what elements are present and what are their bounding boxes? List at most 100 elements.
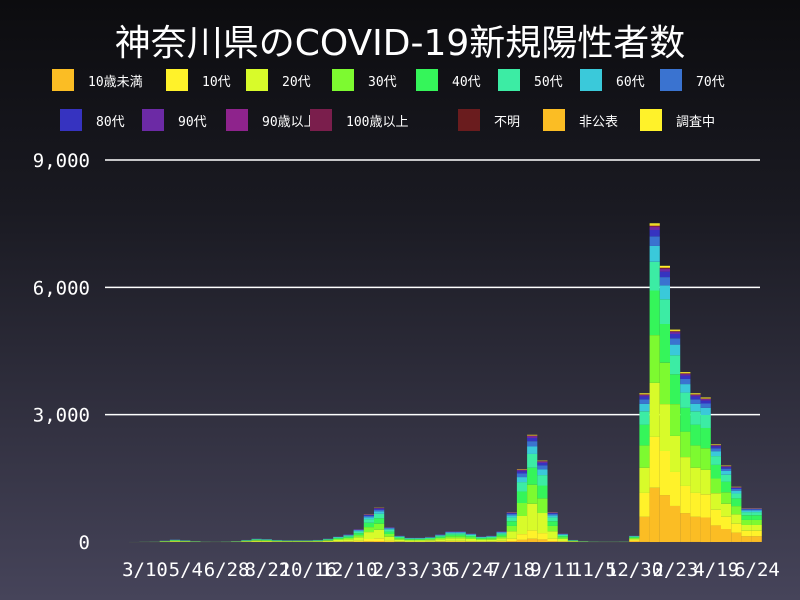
bar-segment bbox=[455, 536, 466, 539]
legend-label: 調査中 bbox=[676, 114, 716, 130]
bar-segment bbox=[680, 407, 691, 432]
bar-segment bbox=[384, 540, 395, 542]
legend-item: 40代 bbox=[416, 69, 481, 91]
bar-segment bbox=[690, 399, 701, 404]
bar-segment bbox=[353, 537, 364, 541]
bar-segment bbox=[363, 519, 374, 523]
bar-segment bbox=[690, 393, 701, 395]
bar-segment bbox=[384, 534, 395, 537]
bar-segment bbox=[649, 224, 660, 226]
bar-segment bbox=[516, 477, 528, 483]
bar-segment bbox=[721, 470, 732, 475]
bar-segment bbox=[527, 436, 538, 438]
bar-segment bbox=[363, 532, 374, 539]
bar-segment bbox=[751, 515, 762, 520]
bar-segment bbox=[741, 519, 752, 525]
chart-title: 神奈川県のCOVID-19新規陽性者数 bbox=[114, 23, 686, 64]
legend-label: 不明 bbox=[494, 114, 521, 130]
bar-segment bbox=[649, 335, 660, 383]
bar-segment bbox=[567, 541, 579, 542]
bar-segment bbox=[659, 299, 670, 325]
bar-segment bbox=[690, 396, 701, 400]
legend-label: 70代 bbox=[696, 74, 725, 90]
bar-segment bbox=[690, 424, 701, 446]
legend-swatch bbox=[166, 69, 188, 91]
bar-segment bbox=[425, 538, 436, 540]
bar-segment bbox=[731, 493, 742, 499]
x-tick-label: 12/10 bbox=[320, 559, 377, 581]
bar-segment bbox=[639, 396, 650, 400]
bar-segment bbox=[527, 438, 538, 442]
bar-segment bbox=[690, 467, 701, 493]
bar-segment bbox=[374, 509, 385, 512]
bar-segment bbox=[261, 540, 272, 541]
bar-segment bbox=[700, 428, 711, 449]
bar-segment bbox=[639, 399, 650, 404]
legend-item: 90代 bbox=[142, 109, 207, 131]
bar-segment bbox=[690, 403, 701, 412]
bar-segment bbox=[323, 540, 334, 542]
bar-segment bbox=[333, 538, 344, 539]
bar-segment bbox=[690, 516, 701, 542]
bar-segment bbox=[537, 475, 548, 486]
bar-segment bbox=[649, 290, 660, 336]
bar-segment bbox=[527, 441, 538, 447]
bar-segment bbox=[486, 541, 497, 542]
bar-segment bbox=[241, 541, 252, 542]
x-tick-label: 5/4 bbox=[169, 559, 203, 581]
bar-segment bbox=[731, 506, 742, 515]
bar-segment bbox=[639, 467, 650, 493]
bar-segment bbox=[721, 467, 732, 469]
bar-segment bbox=[527, 484, 538, 504]
bar-segment bbox=[404, 539, 415, 540]
bar-segment bbox=[394, 541, 405, 542]
bar-segment bbox=[700, 407, 711, 416]
bar-segment bbox=[486, 536, 497, 538]
bar-segment bbox=[537, 513, 548, 534]
bar-segment bbox=[680, 374, 691, 376]
bar-segment bbox=[659, 267, 670, 269]
bar-segment bbox=[476, 538, 487, 539]
bar-segment bbox=[710, 493, 721, 510]
bar-segment bbox=[353, 535, 364, 538]
bar-segment bbox=[384, 528, 395, 530]
bar-segment bbox=[700, 448, 711, 470]
bar-segment bbox=[404, 538, 415, 540]
bar-segment bbox=[670, 472, 681, 506]
bar-segment bbox=[547, 541, 558, 542]
bar-segment bbox=[353, 529, 364, 531]
bar-segment bbox=[374, 508, 385, 510]
bar-segment bbox=[455, 531, 466, 533]
bar-segment bbox=[741, 512, 752, 516]
bar-segment bbox=[700, 399, 711, 401]
bar-segment bbox=[680, 373, 691, 375]
bar-segment bbox=[537, 539, 548, 543]
x-tick-label: 4/19 bbox=[693, 559, 739, 581]
bar-segment bbox=[476, 539, 487, 540]
bar-segment bbox=[639, 493, 650, 517]
legend-label: 20代 bbox=[282, 74, 311, 90]
bar-segment bbox=[639, 395, 650, 397]
legend-swatch bbox=[332, 69, 354, 91]
bar-segment bbox=[751, 525, 762, 531]
bar-segment bbox=[659, 362, 670, 405]
bar-segment bbox=[537, 485, 548, 499]
bar-segment bbox=[670, 334, 681, 339]
bar-segment bbox=[639, 424, 650, 446]
bar-segment bbox=[496, 536, 507, 539]
legend-label: 60代 bbox=[616, 74, 645, 90]
bar-segment bbox=[425, 540, 436, 542]
bar-segment bbox=[690, 411, 701, 425]
legend-label: 非公表 bbox=[579, 114, 619, 130]
bar-segment bbox=[547, 513, 558, 516]
bar-segment bbox=[363, 541, 374, 543]
bar-segment bbox=[721, 468, 732, 471]
bar-segment bbox=[455, 538, 466, 541]
bar-segment bbox=[731, 514, 742, 524]
bar-segment bbox=[731, 489, 742, 491]
bar-segment bbox=[374, 518, 385, 524]
bar-segment bbox=[363, 517, 374, 520]
bar-segment bbox=[394, 537, 405, 539]
bar-segment bbox=[710, 464, 721, 479]
